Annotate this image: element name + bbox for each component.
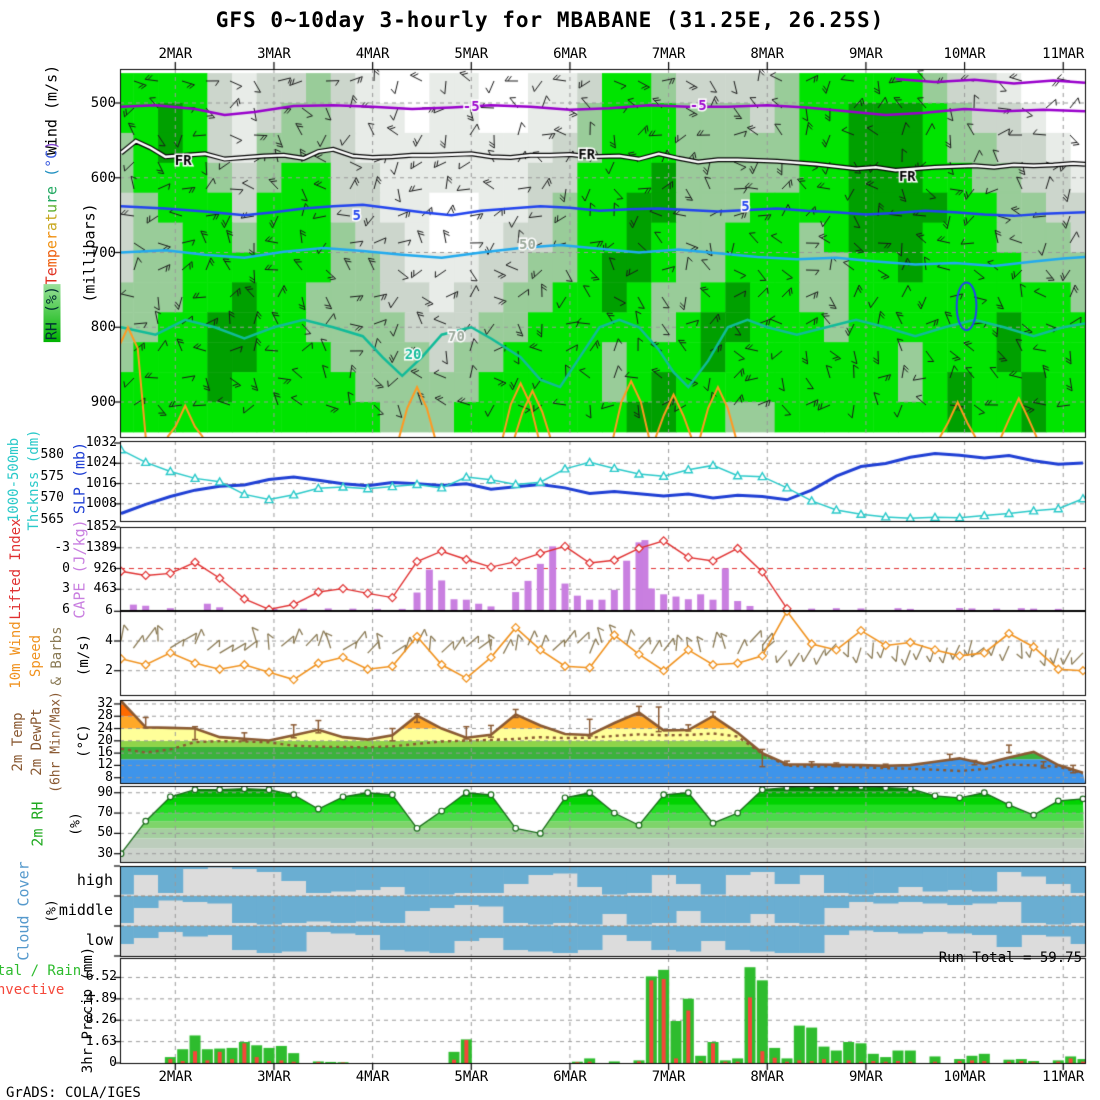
x-axis-date-top: 4MAR [355, 46, 390, 62]
axis-title-degc: (°C) [76, 724, 92, 758]
x-axis-date-top: 9MAR [849, 46, 883, 62]
precip-tick: 1.63 [85, 1033, 117, 1049]
slp-tick: 1008 [85, 495, 117, 511]
precip-legend-total-rain: Total / Rain [0, 963, 81, 979]
axis-title-3hr-precip: 3hr Precip (mm) [80, 946, 96, 1074]
x-axis-date-bottom: 4MAR [355, 1069, 390, 1085]
x-axis-date-bottom: 2MAR [158, 1069, 193, 1085]
rh-tick: 70 [97, 805, 113, 821]
wind-speed-tick: 6 [105, 603, 113, 619]
rh-tick: 50 [97, 825, 113, 841]
x-axis-date-bottom: 3MAR [257, 1069, 291, 1085]
thickness-tick: 565 [40, 511, 64, 527]
pressure-tick: 900 [90, 394, 116, 410]
temp-tick: 20 [97, 732, 113, 748]
precip-tick: 3.26 [85, 1012, 117, 1028]
thickness-tick: 580 [40, 447, 64, 462]
precip-tick: 4.89 [85, 990, 117, 1006]
axis-title-2m-temp: 2m Temp [10, 712, 26, 772]
axis-title-cape: CAPE (J/kg) [70, 519, 89, 619]
axis-title-2m-dewpt: 2m DewPt [29, 708, 45, 776]
axis-title-rh-unit: (%) [68, 812, 84, 836]
slp-tick: 1032 [85, 435, 117, 450]
precip-tick: 6.52 [85, 969, 117, 985]
axis-title-thickness: 1000-500mb [6, 437, 22, 523]
rh-tick: 30 [97, 845, 113, 861]
lifted-index-tick: -3 [54, 539, 70, 555]
axis-title-minmax: (6hr Min/Max) [48, 691, 64, 793]
x-axis-date-bottom: 6MAR [553, 1069, 587, 1085]
axis-title-ms: (m/s) [76, 633, 92, 677]
axis-title-lifted-index: Lifted Index [8, 518, 24, 620]
cape-tick: 463 [93, 581, 117, 597]
axis-title-millibars: (millibars) [80, 203, 99, 303]
cloud-row-label: high [76, 871, 113, 889]
pressure-tick: 700 [90, 244, 116, 261]
x-axis-date-top: 3MAR [257, 46, 291, 62]
temp-tick: 28 [97, 708, 113, 724]
axis-title-10m-wind: Speed [28, 634, 44, 678]
axis-title-slp: SLP (mb) [70, 441, 89, 515]
x-axis-date-top: 8MAR [750, 46, 785, 62]
precip-tick: 0 [109, 1055, 117, 1070]
axis-title-cloud-unit: (%) [44, 899, 60, 923]
axis-title-temperature: Temperature (°C) [42, 140, 61, 286]
cloud-row-label: low [85, 931, 113, 949]
slp-tick: 1024 [85, 455, 117, 471]
temp-tick: 32 [97, 695, 113, 711]
x-axis-date-bottom: 9MAR [849, 1069, 883, 1085]
x-axis-date-top: 7MAR [651, 46, 686, 62]
axis-title-2m-rh: 2m RH [28, 801, 47, 847]
pressure-tick: 600 [90, 169, 116, 186]
temp-tick: 24 [97, 720, 113, 736]
temp-tick: 8 [105, 769, 113, 785]
lifted-index-tick: 6 [62, 602, 70, 618]
x-axis-date-bottom: 11MAR [1042, 1069, 1085, 1085]
rh-tick: 90 [97, 784, 113, 800]
x-axis-date-top: 11MAR [1042, 46, 1085, 62]
lifted-index-tick: 0 [62, 560, 70, 576]
x-axis-date-bottom: 7MAR [651, 1069, 686, 1085]
x-axis-date-top: 6MAR [553, 46, 587, 62]
thickness-tick: 570 [40, 490, 64, 506]
axis-title-10m-wind: 10m Wind [8, 621, 24, 689]
cape-tick: 1852 [85, 519, 117, 535]
x-axis-date-bottom: 8MAR [750, 1069, 785, 1085]
pressure-tick: 500 [90, 95, 116, 111]
x-axis-date-bottom: 10MAR [943, 1069, 986, 1085]
temp-tick: 16 [97, 745, 113, 761]
slp-tick: 1016 [85, 475, 117, 491]
x-axis-date-bottom: 5MAR [454, 1069, 489, 1085]
x-axis-date-top: 2MAR [158, 46, 193, 62]
axis-title-thickness: Thcknss (dm) [26, 429, 42, 531]
grads-credit: GrADS: COLA/IGES [6, 1085, 141, 1100]
run-total-label: Run Total = 59.75 [938, 950, 1082, 966]
cloud-row-label: middle [58, 901, 113, 919]
axis-title-cloud-cover: Cloud Cover [14, 861, 33, 961]
x-axis-date-top: 10MAR [943, 46, 986, 62]
wind-speed-tick: 4 [105, 633, 113, 648]
temp-tick: 12 [97, 757, 113, 773]
lifted-index-tick: 3 [62, 581, 70, 597]
pressure-tick: 800 [90, 319, 116, 336]
axis-title-barbs: & Barbs [49, 626, 65, 686]
axis-title-rh: RH (%) [42, 283, 61, 343]
wind-speed-tick: 2 [105, 662, 113, 678]
cape-tick: 1389 [85, 539, 117, 555]
thickness-tick: 575 [40, 468, 64, 484]
page-title: GFS 0~10day 3-hourly for MBABANE (31.25E… [215, 8, 885, 32]
precip-legend-convective: Convective [0, 982, 65, 998]
cape-tick: 926 [93, 560, 117, 576]
x-axis-date-top: 5MAR [454, 46, 489, 62]
